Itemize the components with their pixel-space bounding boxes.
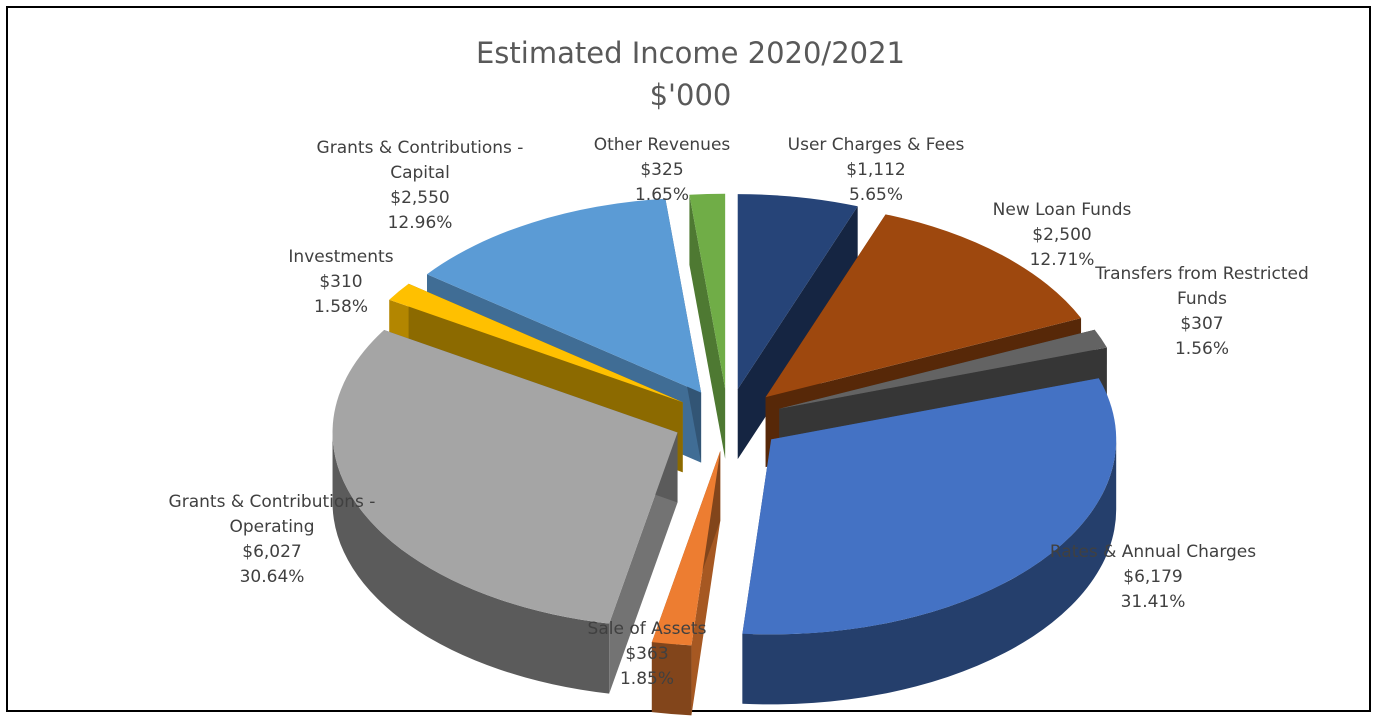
pie-slice-5-top — [332, 329, 678, 624]
slice-label-0-name-0: User Charges & Fees — [787, 135, 965, 155]
pie-slice-5 — [332, 329, 678, 694]
slice-label-3: Rates & Annual Charges $6,179 31.41% — [1050, 540, 1256, 615]
slice-label-1-value: $2,500 — [1032, 225, 1092, 245]
slice-label-4-percent: 1.85% — [619, 669, 675, 689]
slice-label-4-value: $363 — [625, 644, 669, 664]
pie-slice-5-side-0 — [332, 432, 610, 694]
pie-slice-2-top — [779, 329, 1107, 409]
slice-label-6: Investments $310 1.58% — [288, 245, 393, 320]
slice-label-6-percent: 1.58% — [313, 297, 368, 317]
slice-label-5-name-0: Grants & Contributions - — [168, 492, 376, 512]
pie-slice-7-top — [426, 198, 702, 393]
slice-label-7-name-1: Capital — [390, 163, 450, 183]
pie-slice-1-top — [765, 214, 1082, 398]
slice-label-8-value: $325 — [640, 160, 684, 180]
slice-label-7-value: $2,550 — [390, 188, 450, 208]
slice-label-2: Transfers from Restricted Funds $307 1.56% — [1095, 262, 1309, 362]
slice-label-3-percent: 31.41% — [1120, 592, 1186, 612]
slice-label-6-value: $310 — [319, 272, 363, 292]
slice-label-4: Sale of Assets $363 1.85% — [588, 617, 707, 692]
slice-label-2-name-1: Funds — [1176, 289, 1228, 309]
pie-slice-4-top — [651, 451, 721, 646]
pie-slice-4-side-0 — [651, 642, 692, 716]
slice-label-5: Grants & Contributions - Operating $6,027 3… — [169, 490, 376, 590]
slice-label-8-percent: 1.65% — [634, 185, 690, 205]
slice-label-5-name-1: Operating — [229, 517, 315, 537]
pie-slice-3-top — [742, 378, 1117, 635]
pie-slice-4 — [651, 451, 721, 716]
slice-label-8-name-0: Other Revenues — [593, 135, 731, 155]
slice-label-5-value: $6,027 — [242, 542, 302, 562]
slice-label-2-name-0: Transfers from Restricted — [1095, 264, 1309, 284]
pie-slice-6-top — [389, 283, 683, 403]
slice-label-1: New Loan Funds $2,500 12.71% — [993, 198, 1132, 273]
slice-label-0: User Charges & Fees $1,112 5.65% — [788, 133, 965, 208]
slice-label-5-percent: 30.64% — [239, 567, 305, 587]
pie-slice-3 — [742, 378, 1117, 705]
slice-label-0-percent: 5.65% — [848, 185, 904, 205]
chart-subtitle: $'000 — [649, 78, 732, 112]
slice-label-3-name-0: Rates & Annual Charges — [1049, 542, 1257, 562]
pie-slice-3-side-0 — [742, 439, 1117, 705]
pie-slice-8 — [689, 193, 726, 459]
pie-slice-8-wall-0 — [689, 194, 726, 459]
slice-label-7-percent: 12.96% — [387, 213, 453, 233]
slice-label-1-percent: 12.71% — [1029, 250, 1095, 270]
pie-slice-5-wall-0 — [609, 432, 678, 694]
slice-label-7-name-0: Grants & Contributions - — [316, 138, 524, 158]
pie-slice-8-top — [689, 193, 726, 389]
slice-label-4-name-0: Sale of Assets — [587, 619, 707, 639]
pie-slice-0-top — [737, 194, 858, 390]
slice-label-1-name-0: New Loan Funds — [992, 200, 1132, 220]
slice-label-8: Other Revenues $325 1.65% — [594, 133, 731, 208]
chart-title: Estimated Income 2020/2021 — [475, 36, 906, 70]
slice-label-7: Grants & Contributions - Capital $2,550 12.… — [317, 136, 524, 236]
slice-label-6-name-0: Investments — [288, 247, 394, 267]
slice-label-2-percent: 1.56% — [1174, 339, 1229, 359]
slice-label-2-value: $307 — [1180, 314, 1224, 334]
slice-label-3-value: $6,179 — [1123, 567, 1183, 587]
slice-label-0-value: $1,112 — [846, 160, 906, 180]
